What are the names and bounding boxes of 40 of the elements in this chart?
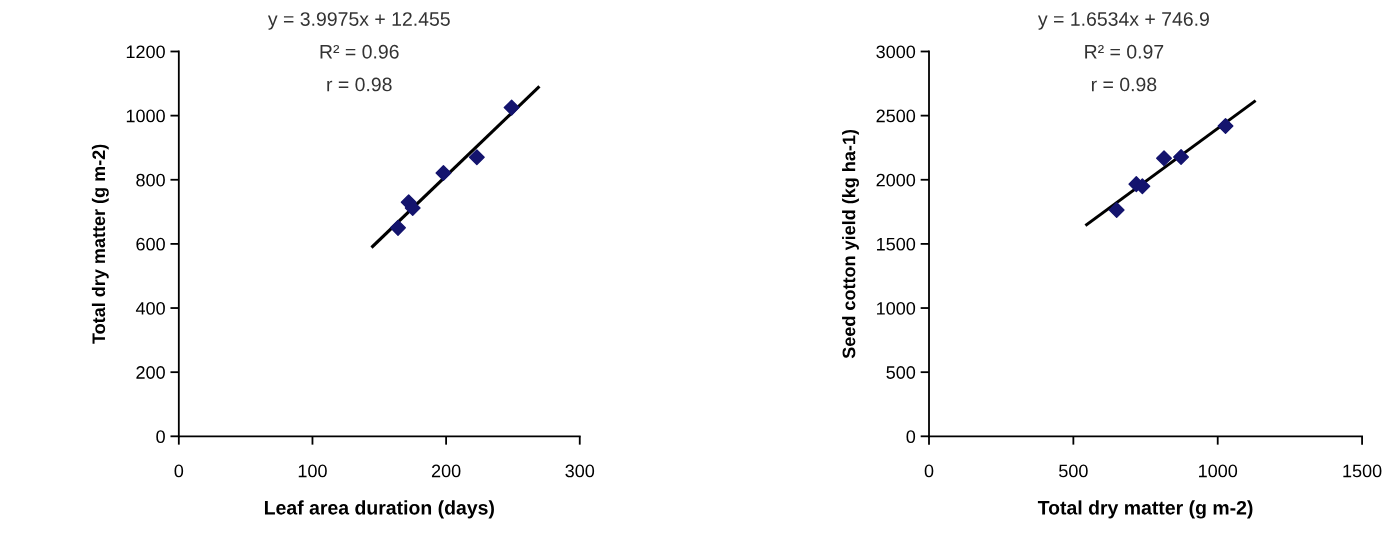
y-tick-label: 0 (906, 430, 916, 444)
annotation: r = 0.98 (327, 77, 392, 92)
point (1108, 201, 1125, 218)
x-tick-label: 100 (298, 464, 327, 478)
x-tick-label: 0 (924, 464, 934, 478)
y-tick-label: 1000 (126, 109, 165, 123)
point (468, 149, 485, 166)
y-axis-title: Total dry matter (g m-2) (91, 144, 109, 344)
point (390, 219, 406, 236)
point (1156, 150, 1172, 167)
y-tick-label: 2000 (876, 173, 916, 187)
x-tick-label: 1000 (1199, 464, 1238, 478)
y-tick-label: 800 (136, 173, 165, 187)
x-tick-label: 300 (565, 464, 595, 478)
annotation: R² = 0.96 (320, 44, 399, 59)
y-tick-label: 3000 (876, 45, 916, 59)
y-tick-label: 200 (136, 366, 165, 379)
x-axis-title: Total dry matter (g m-2) (1037, 500, 1253, 519)
y-tick-label: 1500 (877, 237, 916, 251)
y-axis-title: Seed cotton yield (kg ha-1) (842, 129, 859, 359)
point (1217, 118, 1234, 134)
text: y = 1.6534x + 746.9 (1037, 12, 1209, 30)
y-tick-label: 600 (136, 237, 165, 251)
point (1173, 148, 1190, 165)
x-axis-title: Leaf area duration (days) (264, 500, 494, 519)
x-tick-label: 0 (174, 464, 184, 478)
y-tick-label: 2500 (876, 109, 916, 123)
x-tick-label: 200 (431, 464, 461, 478)
point (435, 165, 452, 182)
x-tick-label: 1500 (1343, 464, 1382, 478)
text: y = 3.9975x + 12.455 (267, 12, 450, 30)
y-tick-label: 1000 (877, 301, 916, 315)
y-tick-label: 1200 (126, 45, 165, 59)
annotation: r = 0.98 (1091, 77, 1157, 92)
y-tick-label: 400 (135, 301, 165, 315)
point (503, 99, 520, 116)
x-tick-label: 500 (1059, 464, 1088, 478)
annotation: R² = 0.97 (1085, 44, 1164, 59)
y-tick-label: 500 (886, 366, 916, 379)
y-tick-label: 0 (156, 430, 165, 444)
